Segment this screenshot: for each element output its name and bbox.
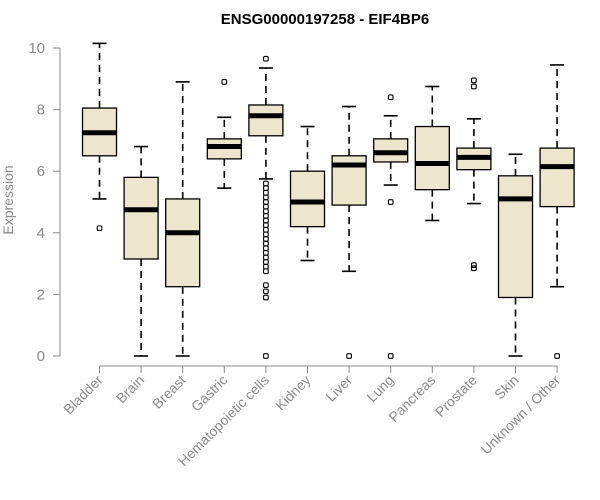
y-tick-label: 2 [37, 286, 45, 303]
outlier-point [471, 77, 477, 84]
box-hematopoietic-cells [248, 55, 284, 359]
outlier-point [263, 268, 269, 275]
iqr-box [289, 170, 326, 228]
outlier-point [263, 222, 269, 228]
box-pancreas [414, 85, 450, 222]
outlier-point [387, 353, 394, 359]
box-liver [331, 105, 367, 359]
box-unknown-other [539, 64, 575, 359]
x-tick-label: Bladder [60, 372, 106, 418]
axes: 0 2 4 6 8 10 [28, 40, 558, 373]
outlier-point [263, 189, 269, 196]
x-tick-label: Brain [113, 372, 147, 406]
iqr-box [123, 176, 159, 260]
y-axis-label: Expression [0, 165, 16, 234]
outlier-point [471, 83, 477, 90]
outlier-point [263, 208, 269, 215]
outlier-point [263, 259, 269, 265]
x-tick-label: Breast [149, 372, 189, 412]
iqr-box [414, 125, 450, 191]
iqr-box [165, 198, 201, 288]
box-skin [497, 153, 534, 357]
y-tick-label: 4 [37, 225, 45, 242]
outlier-point [263, 294, 269, 301]
iqr-box [248, 104, 284, 137]
outlier-point [263, 217, 269, 224]
x-tick-label: Prostate [432, 372, 480, 420]
x-tick-label: Kidney [272, 372, 314, 414]
outlier-point [263, 249, 269, 256]
outlier-point [263, 213, 269, 219]
outlier-point [263, 199, 269, 205]
outlier-point [471, 265, 477, 272]
x-tick-label: Lung [363, 372, 396, 405]
outlier-point [471, 262, 477, 268]
y-tick-label: 6 [37, 163, 45, 180]
y-tick-label: 10 [28, 40, 45, 57]
box-kidney [289, 125, 326, 262]
outlier-point [387, 94, 394, 101]
outlier-point [263, 240, 269, 247]
y-tick-label: 8 [37, 102, 45, 119]
outlier-point [263, 353, 269, 359]
box-gastric [206, 79, 242, 189]
outlier-point [263, 185, 269, 191]
iqr-box [539, 147, 575, 208]
box-breast [165, 81, 201, 357]
iqr-box [497, 175, 534, 299]
outlier-point [387, 199, 394, 205]
box-lung [373, 94, 409, 359]
outlier-point [346, 353, 352, 359]
box-bladder [81, 42, 118, 232]
outlier-point [263, 180, 269, 187]
x-tick-label: Liver [322, 372, 355, 405]
x-tick-label: Skin [491, 372, 522, 403]
box-brain [123, 145, 159, 357]
outlier-point [263, 282, 269, 289]
outlier-point [263, 245, 269, 252]
y-tick-label: 0 [37, 348, 45, 365]
outlier-point [263, 254, 269, 261]
outlier-point [263, 236, 269, 242]
outlier-point [221, 79, 228, 85]
outlier-point [263, 203, 269, 210]
box-prostate [456, 77, 492, 272]
outlier-point [96, 225, 103, 232]
x-tick-label: Unknown / Other [478, 372, 564, 458]
outlier-point [263, 194, 269, 201]
boxes-group [81, 42, 575, 359]
outlier-point [263, 231, 269, 238]
outlier-point [263, 55, 269, 62]
chart-title: ENSG00000197258 - EIF4BP6 [221, 11, 429, 28]
outlier-point [263, 288, 269, 295]
outlier-point [554, 353, 560, 359]
outlier-point [263, 263, 269, 270]
outlier-point [263, 226, 269, 233]
